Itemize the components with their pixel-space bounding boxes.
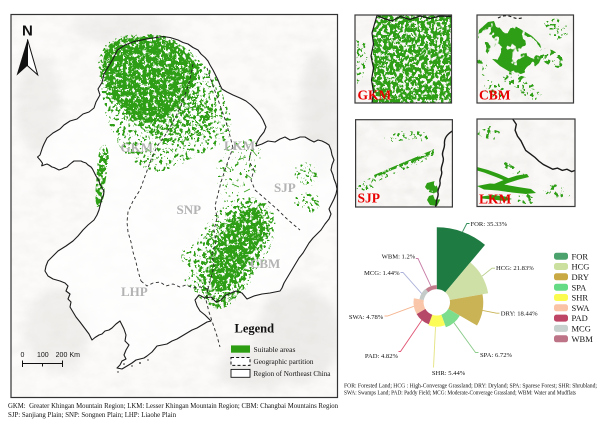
svg-text:LHP: LHP [121,284,148,299]
svg-text:WBM: 1.2%: WBM: 1.2% [382,253,416,260]
svg-text:SJP: SJP [274,180,296,195]
svg-text:WBM: WBM [572,334,594,344]
svg-text:200: 200 [56,352,68,359]
svg-text:CBM: CBM [250,256,280,271]
svg-text:LKM: LKM [479,192,512,207]
svg-text:SNP: SNP [177,202,202,217]
svg-text:LKM: LKM [224,138,255,153]
svg-text:Region of Northeast China: Region of Northeast China [254,369,332,378]
svg-text:SJP: Sanjiang Plain; SNP: Song: SJP: Sanjiang Plain; SNP: Songnen Plain;… [8,411,176,419]
svg-text:GKM: GKM [121,140,154,155]
svg-text:Geographic partition: Geographic partition [254,357,314,366]
svg-text:N: N [22,23,33,40]
svg-text:SPA: SPA [572,282,588,292]
svg-text:FOR: FOR [572,251,589,261]
svg-text:PAD: PAD [572,313,588,323]
svg-text:SHR: 5.44%: SHR: 5.44% [432,370,466,377]
svg-text:SWA: 4.78%: SWA: 4.78% [349,314,384,321]
svg-text:Km: Km [70,352,81,359]
svg-text:100: 100 [37,352,49,359]
svg-text:GKM: GKM [358,88,392,103]
svg-text:MCG: MCG [572,324,591,334]
svg-text:FOR: Forested Land; HCG : High: FOR: Forested Land; HCG : High-Converage… [344,383,597,390]
svg-text:SWA: Swamps Land; PAD: Paddy F: SWA: Swamps Land; PAD: Paddy Field; MCG:… [344,390,577,397]
svg-text:HCG: 21.83%: HCG: 21.83% [496,265,534,272]
svg-text:SPA: 6.72%: SPA: 6.72% [480,352,513,359]
svg-text:PAD: 4.82%: PAD: 4.82% [365,353,399,360]
svg-text:Suitable areas: Suitable areas [254,345,296,354]
svg-text:CBM: CBM [479,88,511,103]
svg-text:DRY: DRY [572,272,589,282]
svg-text:FOR: 35.33%: FOR: 35.33% [471,221,508,228]
svg-text:HCG: HCG [572,262,590,272]
svg-text:SWA: SWA [572,303,591,313]
svg-text:Legend: Legend [235,322,275,336]
svg-text:MCG: 1.44%: MCG: 1.44% [364,270,400,277]
svg-text:SHR: SHR [572,293,589,303]
svg-text:SJP: SJP [358,191,381,206]
svg-text:GKM: Greater Khingan Mountain: GKM: Greater Khingan Mountain Region; LK… [8,402,338,410]
svg-text:0: 0 [21,352,25,359]
svg-text:DRY: 18.44%: DRY: 18.44% [501,310,538,317]
